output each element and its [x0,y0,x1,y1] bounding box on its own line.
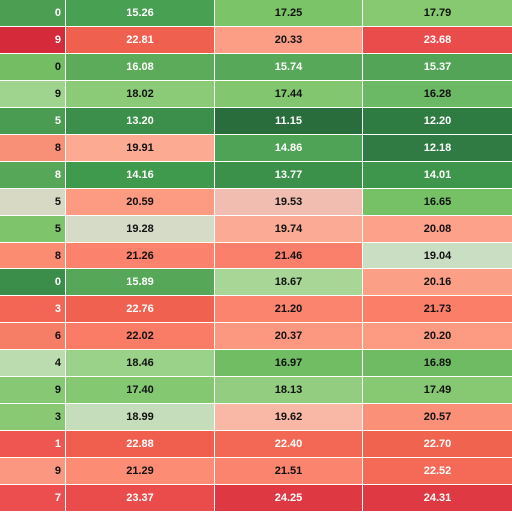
row-label-partial: 4 [0,350,65,376]
heatmap-cell: 21.29 [66,458,214,484]
heatmap-cell: 24.31 [363,485,512,511]
heatmap-cell: 15.37 [363,54,512,80]
heatmap-cell: 22.02 [66,323,214,349]
heatmap-cell: 22.52 [363,458,512,484]
heatmap-cell: 22.76 [66,296,214,322]
heatmap-cell: 15.26 [66,0,214,26]
row-label-partial: 8 [0,243,65,268]
heatmap-cell: 24.25 [215,485,362,511]
heatmap-cell: 20.37 [215,323,362,349]
heatmap-cell: 18.67 [215,269,362,295]
row-label-partial: 0 [0,0,65,26]
heatmap-cell: 17.49 [363,377,512,403]
heatmap-cell: 16.65 [363,189,512,215]
heatmap-cell: 23.68 [363,27,512,53]
heatmap-cell: 16.89 [363,350,512,376]
heatmap-cell: 18.13 [215,377,362,403]
heatmap-cell: 11.15 [215,108,362,134]
row-label-partial: 3 [0,404,65,430]
heatmap-cell: 21.73 [363,296,512,322]
row-label-partial: 8 [0,135,65,161]
heatmap-cell: 19.62 [215,404,362,430]
heatmap-cell: 15.89 [66,269,214,295]
heatmap-cell: 16.97 [215,350,362,376]
heatmap-cell: 22.70 [363,431,512,457]
heatmap-cell: 21.46 [215,243,362,268]
row-label-partial: 9 [0,458,65,484]
heatmap-cell: 12.18 [363,135,512,161]
heatmap-cell: 19.04 [363,243,512,268]
heatmap-cell: 20.20 [363,323,512,349]
heatmap-cell: 20.33 [215,27,362,53]
heatmap-cell: 15.74 [215,54,362,80]
heatmap-cell: 21.20 [215,296,362,322]
row-label-partial: 0 [0,54,65,80]
heatmap-cell: 14.16 [66,162,214,188]
heatmap-cell: 22.40 [215,431,362,457]
heatmap-cell: 17.25 [215,0,362,26]
row-label-partial: 9 [0,81,65,107]
heatmap-cell: 16.28 [363,81,512,107]
heatmap-cell: 16.08 [66,54,214,80]
row-label-partial: 7 [0,485,65,511]
heatmap-cell: 21.51 [215,458,362,484]
heatmap-cell: 17.40 [66,377,214,403]
row-label-partial: 3 [0,296,65,322]
heatmap-cell: 17.44 [215,81,362,107]
heatmap-cell: 18.99 [66,404,214,430]
row-label-partial: 9 [0,27,65,53]
heatmap-cell: 19.53 [215,189,362,215]
row-label-partial: 5 [0,216,65,242]
heatmap-cell: 22.88 [66,431,214,457]
heatmap-cell: 13.77 [215,162,362,188]
heatmap-cell: 13.20 [66,108,214,134]
heatmap-cell: 22.81 [66,27,214,53]
heatmap-cell: 21.26 [66,243,214,268]
row-label-partial: 8 [0,162,65,188]
row-label-partial: 5 [0,108,65,134]
heatmap-cell: 12.20 [363,108,512,134]
heatmap-cell: 19.74 [215,216,362,242]
heatmap-cell: 19.91 [66,135,214,161]
row-label-partial: 6 [0,323,65,349]
heatmap-cell: 14.01 [363,162,512,188]
row-label-partial: 5 [0,189,65,215]
row-label-partial: 1 [0,431,65,457]
heatmap-cell: 18.02 [66,81,214,107]
heatmap-cell: 20.16 [363,269,512,295]
heatmap-cell: 19.28 [66,216,214,242]
heatmap-cell: 20.59 [66,189,214,215]
heatmap-cell: 20.57 [363,404,512,430]
heatmap-cell: 17.79 [363,0,512,26]
heatmap-cell: 18.46 [66,350,214,376]
row-label-partial: 9 [0,377,65,403]
heatmap-cell: 20.08 [363,216,512,242]
heatmap-cell: 23.37 [66,485,214,511]
heatmap-cell: 14.86 [215,135,362,161]
row-label-partial: 0 [0,269,65,295]
